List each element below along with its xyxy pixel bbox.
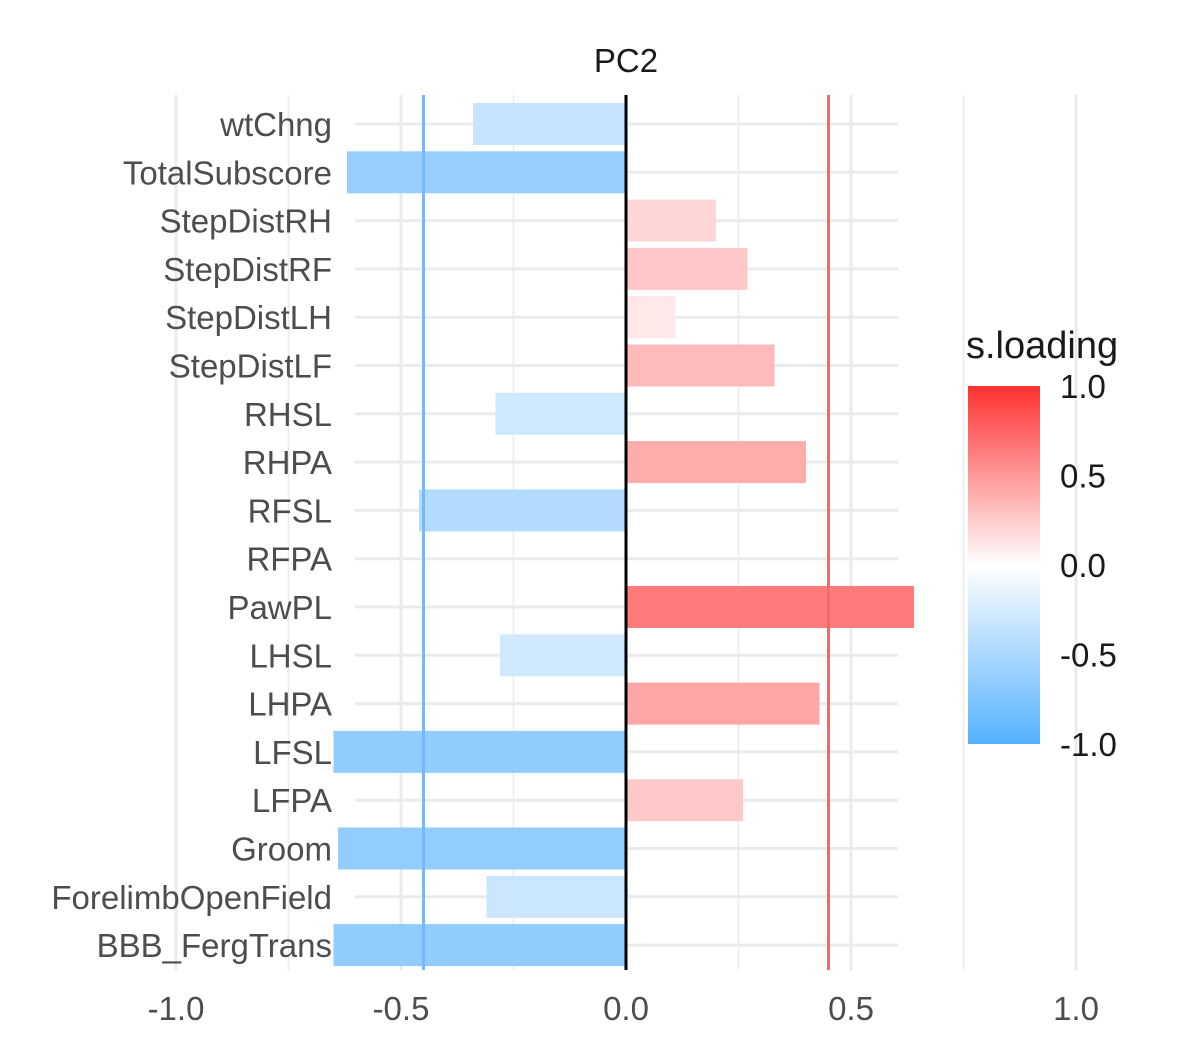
bar-PawPL [626,586,914,628]
category-label: StepDistRF [163,251,332,288]
bar-StepDistLH [626,296,676,339]
legend-label: 1.0 [1060,368,1106,405]
x-tick-label: -1.0 [148,990,205,1027]
category-label: wtChng [219,106,332,143]
category-label: StepDistLF [169,348,332,385]
x-tick-label: 0.0 [603,990,649,1027]
bar-StepDistRH [626,199,716,242]
bar-RFSL [419,489,626,532]
bar-BBB_FergTrans [333,924,626,967]
bars [333,103,914,967]
category-label: RFPA [246,541,332,578]
category-label: LFPA [252,782,332,819]
category-label: RHPA [243,444,332,481]
category-label: PawPL [227,589,332,626]
bar-LFPA [626,779,743,822]
bar-RHSL [495,392,626,435]
bar-TotalSubscore [347,151,626,194]
x-tick-label: 0.5 [828,990,874,1027]
reference-lines [422,95,830,970]
legend-label: 0.0 [1060,547,1106,584]
bar-LHPA [626,682,820,725]
category-label: RHSL [244,396,332,433]
category-label: StepDistLH [165,299,332,336]
chart-title: PC2 [594,42,658,79]
bar-StepDistLF [626,344,775,387]
bar-wtChng [473,103,626,145]
category-label: TotalSubscore [123,154,332,191]
bar-StepDistRF [626,247,748,290]
legend-labels: 1.0 0.5 0.0 -0.5 -1.0 [1060,368,1117,763]
category-label: BBB_FergTrans [97,927,332,964]
category-label: StepDistRH [160,203,332,240]
legend: s.loading 1.0 0.5 0.0 -0.5 -1.0 [966,325,1118,763]
category-label: Groom [231,831,332,868]
category-label: LHSL [249,637,332,674]
legend-label: -0.5 [1060,637,1117,674]
x-tick-labels: -1.0 -0.5 0.0 0.5 1.0 [148,990,1099,1027]
bar-LFSL [333,730,626,773]
bar-RHPA [626,441,806,484]
category-label: ForelimbOpenField [51,879,332,916]
bar-ForelimbOpenField [486,875,626,918]
legend-title: s.loading [966,325,1118,367]
category-label: RFSL [248,492,332,529]
x-tick-label: -0.5 [373,990,430,1027]
category-labels: wtChng TotalSubscore StepDistRH StepDistRF S… [51,106,332,964]
legend-label: -1.0 [1060,726,1117,763]
category-label: LHPA [248,686,332,723]
bar-LHSL [500,634,626,677]
legend-colorbar [968,386,1040,744]
x-tick-label: 1.0 [1053,990,1099,1027]
category-label: LFSL [253,734,332,771]
bar-Groom [338,827,626,870]
legend-label: 0.5 [1060,458,1106,495]
